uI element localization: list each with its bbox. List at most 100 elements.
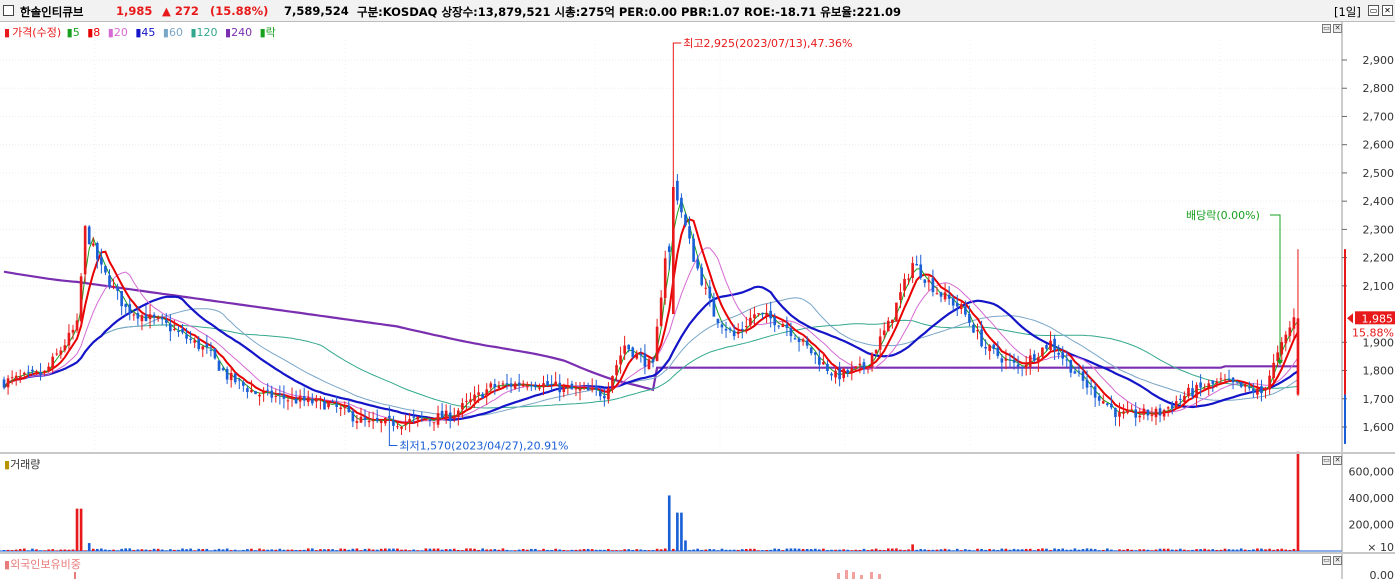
candle-body (1252, 388, 1255, 393)
volume-bar (100, 548, 103, 551)
candle-body (951, 298, 955, 306)
candle-body (850, 368, 854, 373)
candle-body (205, 344, 209, 348)
volume-bar (335, 550, 338, 551)
candle-body (976, 330, 979, 332)
candle-body (789, 328, 793, 337)
volume-panel-restore-button[interactable]: ▭ (1322, 456, 1331, 465)
volume-bar (943, 548, 947, 551)
candle-body (684, 214, 687, 226)
candle-body (108, 275, 111, 287)
volume-bar (290, 549, 294, 551)
volume-bar (862, 548, 866, 551)
candle-body (2, 379, 6, 388)
candle-body (704, 287, 708, 289)
volume-bar (266, 549, 270, 551)
panel-separator-volume (0, 452, 1395, 454)
candle-body (1053, 338, 1056, 351)
volume-bar (712, 549, 716, 551)
volume-bar (270, 549, 274, 551)
candle-body (242, 382, 245, 386)
volume-bar (996, 550, 1000, 551)
candle-body (655, 326, 659, 362)
volume-bar (108, 549, 111, 551)
volume-bar (724, 549, 728, 551)
candle-body (570, 383, 574, 390)
stock-chart[interactable]: 2,900 2,800 2,700 2,600 2,500 2,400 2,300 2,200… (0, 22, 1395, 579)
dividend-pointer (1270, 214, 1281, 365)
candle-body (635, 352, 639, 359)
candle-body (980, 329, 983, 347)
legend-ma20: ▮20 (107, 26, 128, 39)
candle-body (1243, 384, 1247, 387)
maximize-icon[interactable]: ▭ (1368, 5, 1379, 16)
candle-body (939, 292, 943, 297)
volume-bar (1041, 548, 1044, 551)
candle-body (319, 399, 322, 401)
volume-bar (534, 548, 537, 551)
candle-body (83, 226, 87, 275)
volume-bar (359, 550, 363, 551)
volume-bar (882, 549, 886, 551)
volume-bar (327, 549, 330, 551)
legend-ma60: ▮60 (162, 26, 183, 39)
legend-price-marker: ▮ (4, 26, 11, 39)
volume-bar (1252, 549, 1255, 551)
candle-body (996, 347, 1000, 356)
low-annotation-pointer (388, 435, 398, 446)
volume-bar (47, 549, 50, 551)
volume-bar (801, 548, 805, 551)
volume-bar (708, 548, 712, 551)
candle-body (213, 348, 217, 359)
foreign-panel-restore-button[interactable]: ▭ (1322, 556, 1331, 565)
volume-bar (1057, 548, 1060, 551)
volume-bar (854, 549, 858, 551)
candle-body (246, 388, 249, 393)
volume-bar (347, 549, 351, 551)
candle-body (899, 292, 902, 301)
candle-body (1110, 403, 1113, 408)
candle-body (1138, 415, 1142, 418)
candle-body (521, 384, 525, 387)
price-panel-restore-button[interactable]: ▭ (1322, 24, 1331, 33)
candle-body (745, 326, 748, 328)
volume-bar (1106, 548, 1109, 551)
candle-body (732, 330, 736, 337)
candle-body (809, 347, 813, 354)
volume-bar (676, 512, 679, 551)
candle-body (1256, 388, 1259, 395)
volume-bar (1110, 549, 1113, 551)
legend-ma240: ▮240 (225, 26, 253, 39)
volume-bar (1223, 548, 1227, 551)
volume-bar (1138, 549, 1142, 551)
volume-bar (1097, 550, 1101, 551)
volume-bar (964, 549, 967, 551)
volume-panel-close-button[interactable]: ✕ (1333, 456, 1342, 465)
period-label[interactable]: [1일] (1334, 5, 1361, 19)
volume-bar (152, 548, 156, 551)
volume-axis-label: 600,000 (1349, 466, 1395, 479)
volume-bar (688, 549, 691, 551)
candle-body (1215, 381, 1219, 384)
volume-bar (493, 549, 497, 551)
volume-bar (1268, 548, 1271, 551)
foreign-bar (852, 572, 855, 579)
candle-body (1037, 357, 1040, 363)
candle-body (408, 419, 411, 423)
volume-bar (692, 549, 695, 551)
candle-body (736, 331, 740, 334)
volume-bar (278, 548, 282, 551)
close-icon[interactable]: ✕ (1382, 5, 1393, 16)
foreign-panel-close-button[interactable]: ✕ (1333, 556, 1342, 565)
candle-body (611, 375, 614, 390)
volume-bar (294, 550, 298, 551)
volume-bar (501, 548, 505, 551)
volume-bar (18, 548, 22, 551)
candle-body (152, 314, 156, 318)
volume-bar (6, 549, 10, 551)
candle-body (1073, 371, 1077, 374)
current-pct-label: 15.88% (1352, 326, 1394, 339)
volume-bar (302, 549, 306, 551)
volume-bar (43, 550, 46, 551)
select-checkbox[interactable] (3, 5, 14, 16)
